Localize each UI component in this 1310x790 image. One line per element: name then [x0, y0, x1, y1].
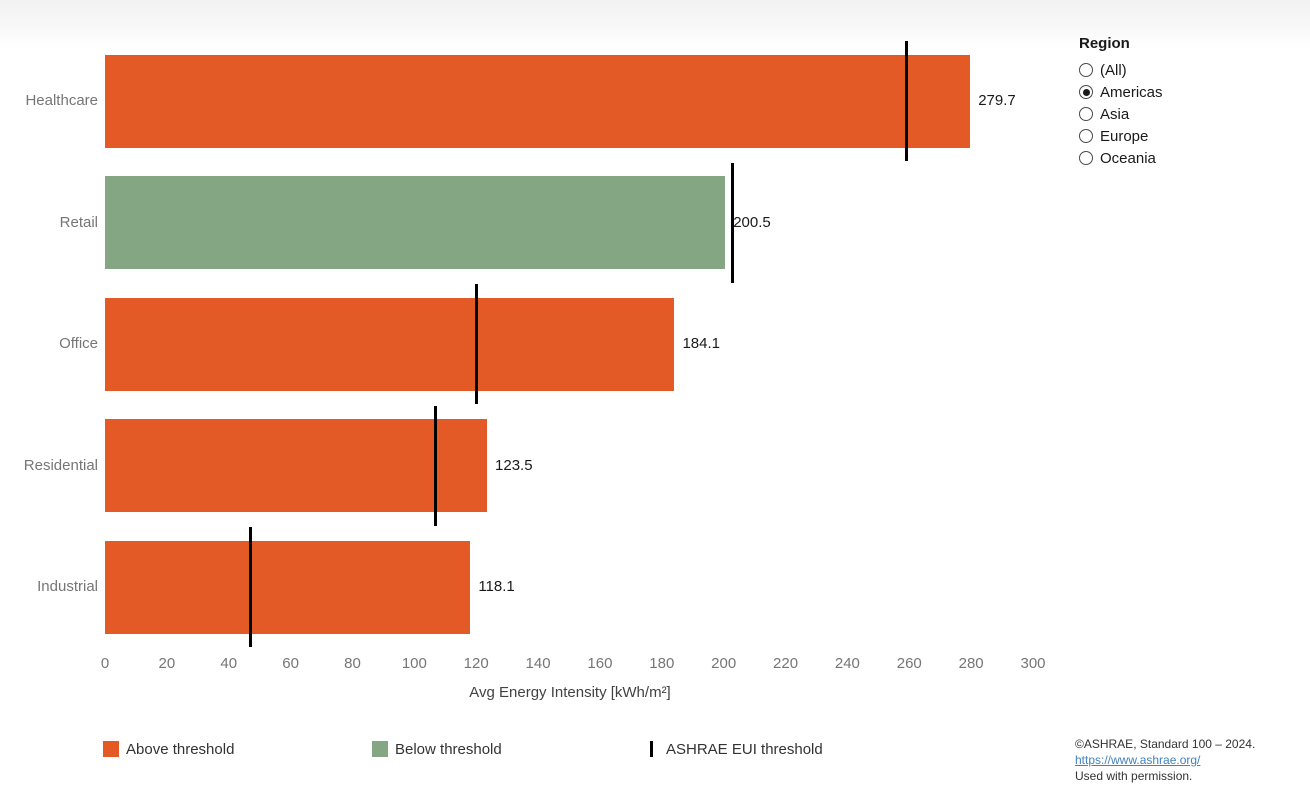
- x-tick-80: 80: [344, 655, 361, 672]
- below-threshold-swatch-icon: [372, 741, 388, 757]
- region-option-label: (All): [1100, 61, 1127, 79]
- category-label-healthcare: Healthcare: [25, 92, 98, 109]
- region-option-label: Asia: [1100, 105, 1130, 123]
- legend-item-eui-threshold[interactable]: ASHRAE EUI threshold: [650, 740, 823, 758]
- region-option-oceania[interactable]: Oceania: [1079, 147, 1163, 169]
- region-option-label: Europe: [1100, 127, 1149, 145]
- region-filter-panel: Region (All) Americas Asia Europe Oceania: [1079, 35, 1163, 169]
- x-tick-40: 40: [220, 655, 238, 672]
- chart-legend: Above threshold Below threshold ASHRAE E…: [0, 740, 1050, 758]
- x-axis-title: Avg Energy Intensity [kWh/m²]: [469, 684, 671, 701]
- x-tick-60: 60: [282, 655, 299, 672]
- category-label-office: Office: [59, 335, 98, 352]
- radio-icon[interactable]: [1079, 63, 1093, 77]
- bar-industrial[interactable]: [105, 540, 471, 634]
- threshold-line-retail: [731, 162, 735, 283]
- above-threshold-swatch-icon: [103, 741, 119, 757]
- bar-residential[interactable]: [105, 419, 488, 512]
- radio-icon[interactable]: [1079, 151, 1093, 165]
- region-filter-title: Region: [1079, 35, 1130, 52]
- legend-label: Below threshold: [395, 740, 502, 758]
- threshold-line-healthcare: [904, 41, 908, 161]
- value-label-industrial: 118.1: [478, 578, 515, 595]
- threshold-line-industrial: [248, 527, 252, 647]
- region-option-asia[interactable]: Asia: [1079, 103, 1163, 125]
- x-tick-260: 260: [896, 655, 922, 672]
- value-label-retail: 200.5: [733, 213, 771, 231]
- threshold-tick-icon: [650, 741, 653, 757]
- region-option-europe[interactable]: Europe: [1079, 125, 1163, 147]
- threshold-line-office: [474, 284, 478, 404]
- attribution-note: ©ASHRAE, Standard 100 – 2024. https://ww…: [1075, 736, 1295, 784]
- value-label-office: 184.1: [682, 335, 721, 352]
- region-option-label: Oceania: [1100, 149, 1156, 167]
- x-tick-180: 180: [649, 655, 675, 672]
- threshold-line-residential: [434, 405, 438, 526]
- legend-label: ASHRAE EUI threshold: [666, 740, 823, 758]
- x-tick-100: 100: [401, 655, 427, 672]
- x-tick-120: 120: [463, 655, 489, 672]
- x-tick-160: 160: [587, 655, 613, 672]
- region-option-americas[interactable]: Americas: [1079, 81, 1163, 103]
- attribution-line1: ©ASHRAE, Standard 100 – 2024.: [1075, 737, 1256, 751]
- region-option-all[interactable]: (All): [1079, 59, 1163, 81]
- legend-item-below-threshold[interactable]: Below threshold: [372, 740, 502, 758]
- region-option-label: Americas: [1100, 83, 1163, 101]
- x-tick-220: 220: [773, 655, 799, 672]
- category-label-retail: Retail: [59, 213, 98, 231]
- radio-icon[interactable]: [1079, 107, 1093, 121]
- value-label-residential: 123.5: [495, 456, 533, 474]
- bar-office[interactable]: [105, 297, 675, 391]
- radio-icon[interactable]: [1079, 129, 1093, 143]
- x-tick-240: 240: [834, 655, 860, 672]
- x-tick-140: 140: [525, 655, 551, 672]
- bar-healthcare[interactable]: [105, 54, 971, 148]
- bar-retail[interactable]: [105, 176, 726, 269]
- radio-selected-icon[interactable]: [1079, 85, 1093, 99]
- x-tick-0: 0: [100, 655, 110, 672]
- x-tick-300: 300: [1020, 655, 1046, 672]
- legend-item-above-threshold[interactable]: Above threshold: [103, 740, 234, 758]
- legend-label: Above threshold: [126, 740, 235, 758]
- category-label-industrial: Industrial: [37, 578, 98, 595]
- value-label-healthcare: 279.7: [978, 92, 1016, 109]
- x-tick-280: 280: [958, 655, 984, 672]
- category-label-residential: Residential: [23, 456, 98, 474]
- ashrae-link[interactable]: https://www.ashrae.org/: [1075, 753, 1201, 767]
- x-tick-200: 200: [711, 655, 737, 672]
- attribution-line3: Used with permission.: [1075, 769, 1193, 783]
- x-tick-20: 20: [158, 655, 176, 672]
